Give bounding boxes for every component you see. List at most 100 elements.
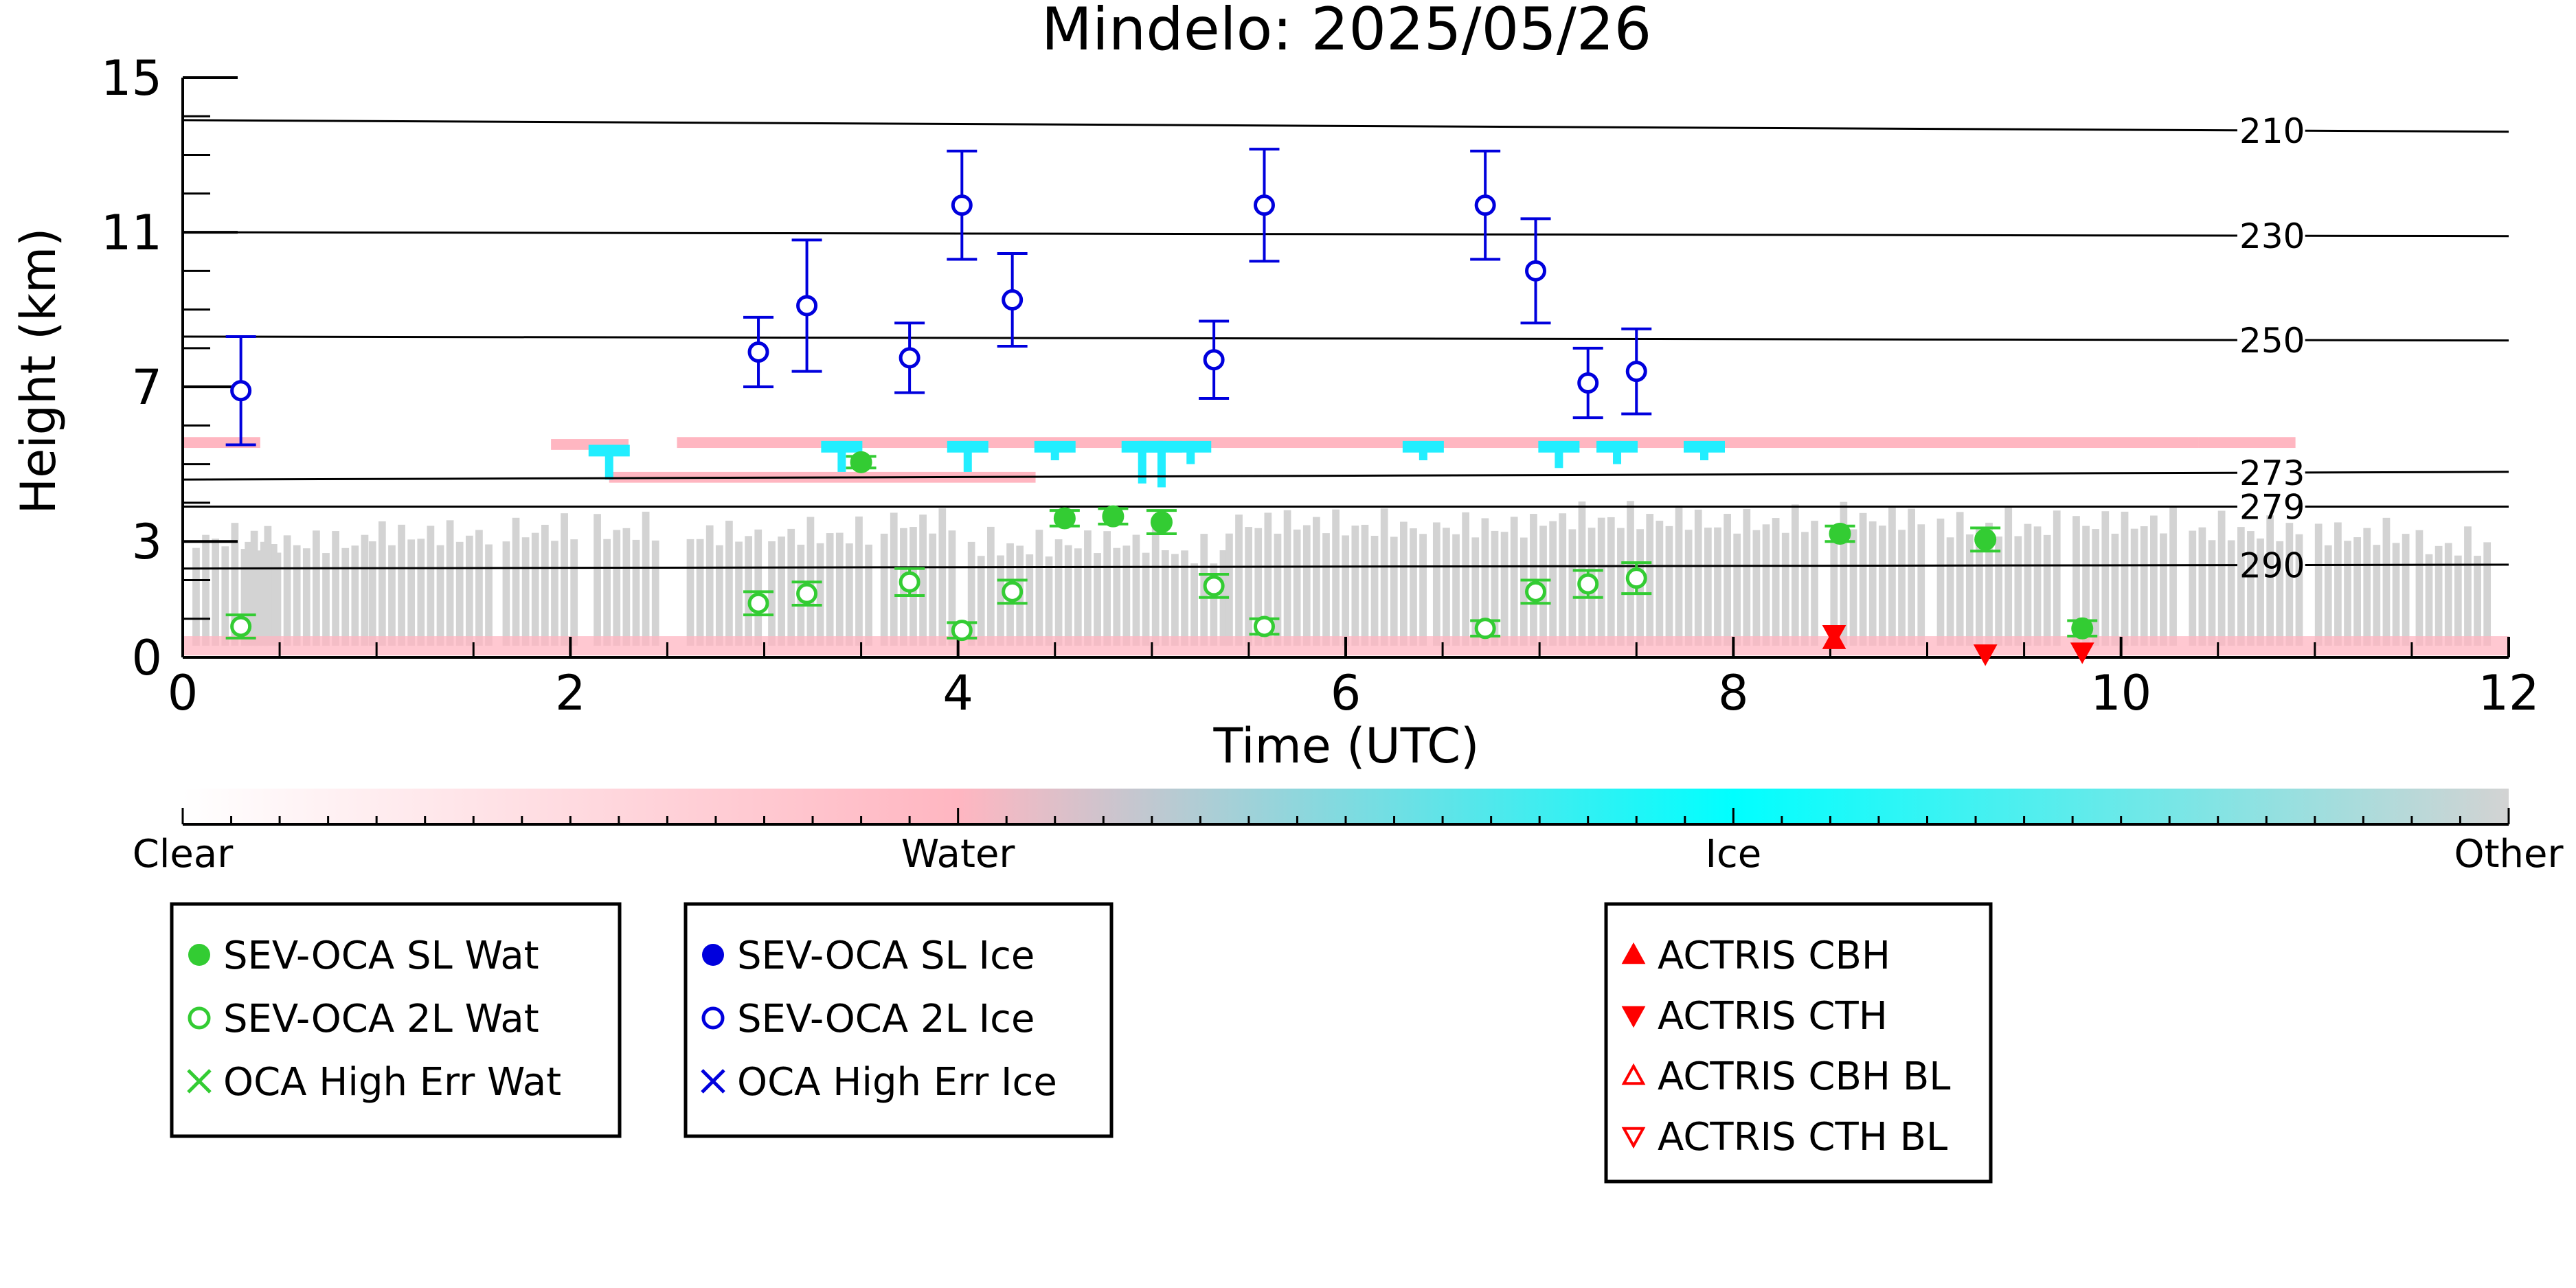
other-mask-column [1936,518,1945,646]
other-mask-column [1665,526,1673,646]
other-mask-column [2334,522,2342,646]
legend-label: OCA High Err Ice [737,1060,1057,1105]
y-axis-label: Height (km) [10,228,67,515]
data-point-open [1625,361,1647,383]
other-mask-column [202,534,210,646]
legends: SEV-OCA SL Wat SEV-OCA 2L Wat OCA High Err… [170,902,1993,1184]
ice-mask-feature [1402,440,1444,453]
other-mask-column [754,529,762,646]
other-mask-column [787,528,795,646]
other-mask-column [1888,506,1896,646]
other-mask-column [2266,515,2274,646]
other-mask-column [1035,530,1043,646]
other-mask-column [1510,517,1518,646]
other-mask-column [2082,526,2090,646]
legend-marker-triangle [1621,1127,1646,1149]
other-mask-column [1597,517,1605,646]
other-mask-column [2373,545,2381,646]
other-mask-column [2392,543,2400,646]
other-mask-column [725,521,733,646]
axes: 0 2 4 6 8 10 12 0 3 7 11 15 [101,50,2540,721]
other-mask-column [705,525,714,646]
ice-mask-feature [1538,440,1580,453]
other-mask-column [541,524,549,646]
other-mask-column [1878,526,1886,646]
other-mask-column [192,547,200,646]
other-mask-column [1235,515,1243,646]
colorbar-label: Clear [133,832,234,877]
colorbar: Clear Water Ice Other [133,789,2564,877]
other-mask-column [2324,545,2332,646]
other-mask-column [1724,513,1731,646]
other-mask-column [1733,533,1741,646]
legend-marker-filled-circle [188,944,210,966]
other-mask-column [1210,563,1218,646]
legend-marker-triangle [1621,1063,1646,1085]
ice-mask-feature [588,444,630,457]
ice-mask-feature [1684,440,1726,453]
other-mask-column [1462,512,1470,646]
data-point-open [899,347,920,369]
other-mask-column [1254,528,1263,646]
other-mask-column [1743,509,1751,646]
data-point-open [1474,194,1496,216]
other-mask-column [240,549,249,646]
legend-label: ACTRIS CBH [1658,934,1890,978]
other-mask-column [2402,534,2410,646]
other-mask-column [561,513,568,646]
other-mask-column [221,546,229,646]
other-mask-column [1190,563,1198,646]
other-mask-column [2314,523,2323,646]
other-mask-column [2130,528,2138,646]
other-mask-column [1410,528,1417,646]
other-mask-column [264,526,272,646]
other-mask-column [1302,525,1311,646]
data-point-open [796,295,818,317]
data-point-filled [1053,507,1076,530]
x-tick-label: 8 [1718,665,1749,721]
other-mask-column [2140,526,2148,646]
data-point-open [747,592,769,614]
other-mask-column [2092,529,2100,646]
other-mask-column [332,531,339,646]
other-mask-column [1646,514,1654,646]
isoline-label: 273 [2239,453,2305,493]
other-mask-column [465,535,473,646]
other-mask-column [1045,556,1053,646]
other-mask-column [1772,518,1780,646]
ice-mask-feature [1034,440,1076,453]
legend-label: ACTRIS CTH BL [1658,1115,1947,1160]
other-mask-column [1976,527,1983,646]
data-point-open [1002,580,1024,602]
other-mask-column [313,530,320,646]
other-mask-column [2217,510,2226,646]
other-mask-column [1342,535,1350,646]
other-mask-column [1500,532,1509,646]
other-mask-column [1859,512,1867,646]
legend-marker-open-circle [188,1006,211,1030]
data-point-open [1577,573,1599,595]
other-mask-column [1830,528,1838,646]
other-mask-column [2024,523,2032,646]
ice-mask-feature [1596,440,1638,453]
other-mask-column [977,556,985,646]
other-mask-column [938,508,947,646]
other-mask-column [1332,509,1340,646]
other-mask-column [594,514,601,646]
other-mask-column [417,539,425,646]
legend-label: SEV-OCA 2L Wat [223,997,539,1041]
other-mask-column [2101,511,2110,646]
other-mask-column [1559,513,1567,646]
other-mask-column [436,545,444,646]
other-mask-column [1064,545,1072,646]
ice-mask-feature [947,440,988,453]
other-mask-column [1519,537,1528,646]
other-mask-column [293,545,301,646]
other-mask-column [273,552,282,646]
other-mask-column [2198,527,2206,646]
isoline-label: 290 [2239,546,2305,586]
other-mask-column [1264,512,1272,646]
other-mask-column [407,539,416,646]
data-point-open [1253,194,1275,216]
